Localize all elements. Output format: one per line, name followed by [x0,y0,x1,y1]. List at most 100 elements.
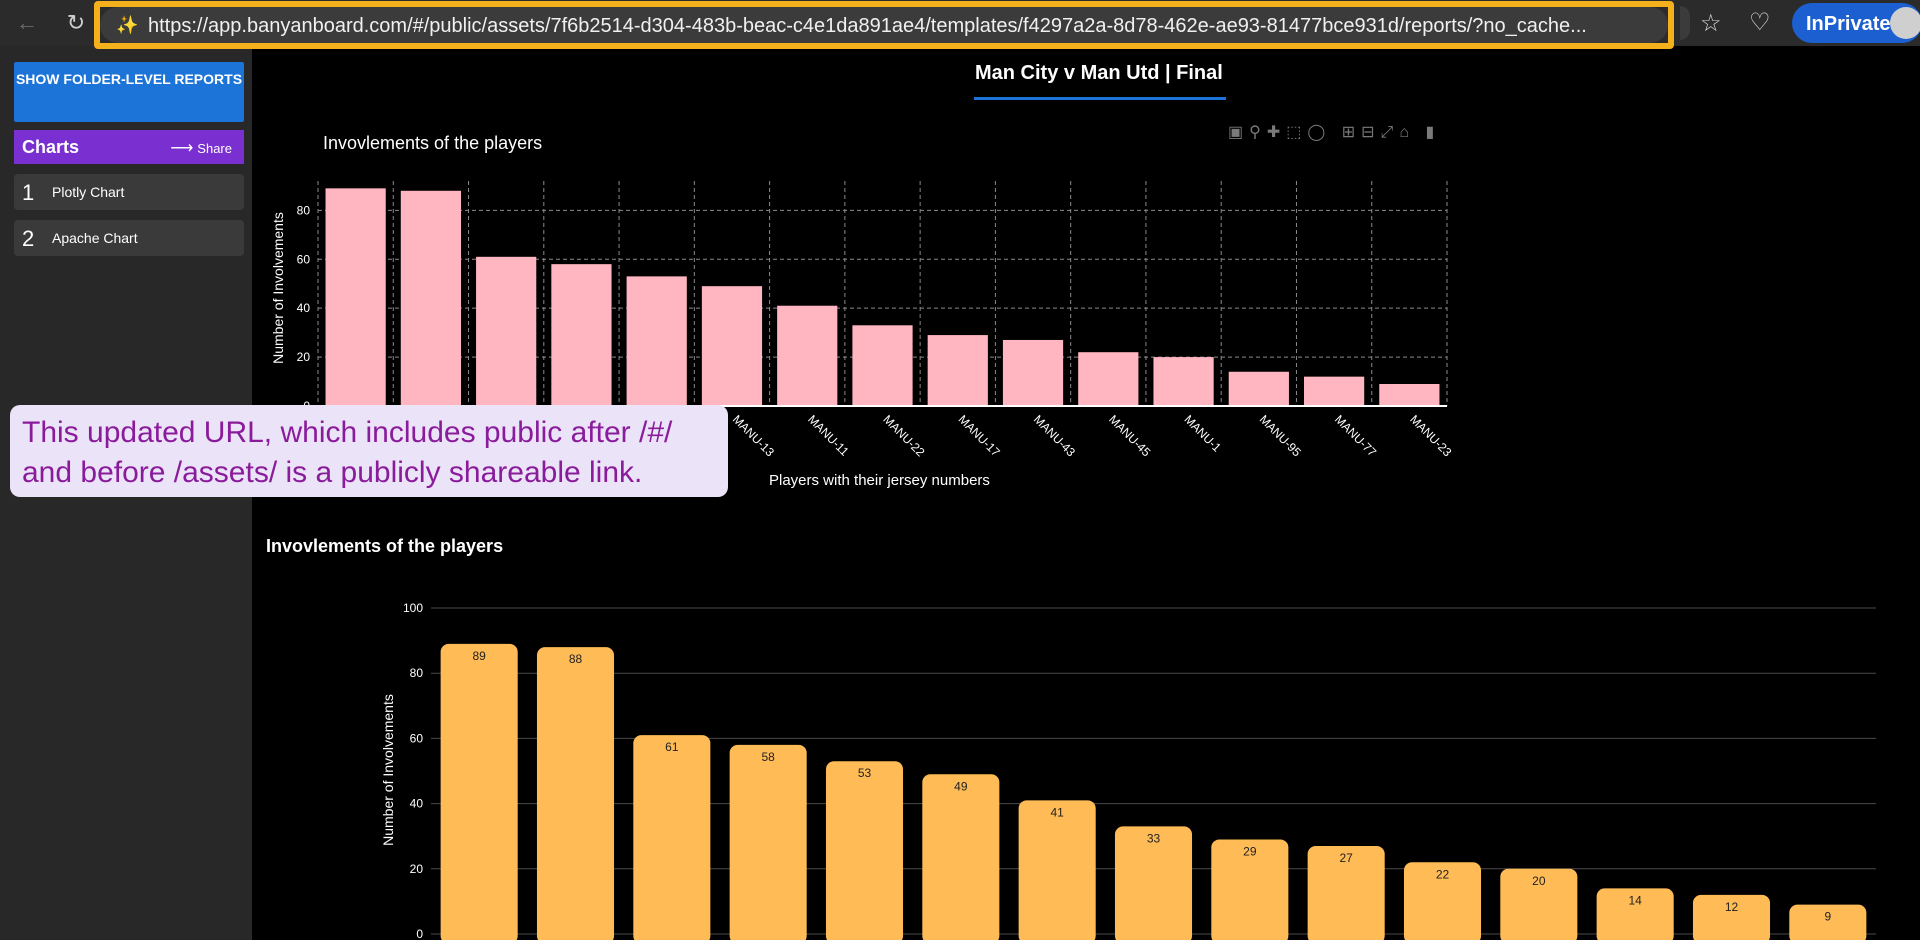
active-tab-indicator [974,97,1226,100]
apache-bar [1500,868,1578,940]
zoom-in-icon[interactable]: ⊞ [1341,124,1362,141]
apache-data-label: 41 [1050,805,1064,819]
share-button[interactable]: ⟶ Share [170,138,232,158]
plotly-bar [1303,376,1365,406]
apache-bar [1789,904,1867,940]
apache-bar [1692,894,1771,940]
address-bar-end [1680,6,1690,40]
plotly-logo-icon[interactable]: ▮ [1425,124,1441,141]
plotly-bar [1379,383,1440,406]
url-text[interactable]: https://app.banyanboard.com/#/public/ass… [148,15,1587,37]
plotly-bar [1153,357,1214,406]
apache-data-label: 9 [1824,910,1831,924]
apache-y-tick-label: 20 [410,862,424,876]
apache-data-label: 22 [1436,867,1450,881]
show-folder-level-reports-button[interactable]: SHOW FOLDER-LEVEL REPORTS [14,62,244,122]
plotly-x-tick-label: MANU-45 [1106,412,1153,459]
plotly-bar [701,286,763,406]
plotly-modebar: ▣⚲✚⬚◯ ⊞⊟⤢⌂ ▮ [1228,122,1440,142]
apache-bar [922,774,1000,940]
plotly-bar [1002,339,1064,406]
plotly-x-tick-label: MANU-22 [880,412,927,459]
apache-data-label: 29 [1243,844,1257,858]
plotly-x-tick-label: MANU-95 [1257,412,1304,459]
apache-bar [1403,862,1482,940]
apache-bar [633,735,711,940]
apache-y-tick-label: 80 [410,666,424,680]
apache-data-label: 53 [858,766,872,780]
plotly-x-tick-label: MANU-11 [805,412,852,459]
box-select-icon[interactable]: ⬚ [1286,124,1308,141]
apache-y-tick-label: 40 [410,797,424,811]
lasso-icon[interactable]: ◯ [1307,124,1332,141]
plotly-y-tick-label: 20 [297,350,311,364]
apache-data-label: 20 [1532,874,1546,888]
charts-header: Charts ⟶ Share [14,130,244,164]
apache-y-tick-label: 0 [416,927,423,940]
apache-data-label: 58 [761,750,775,764]
apache-data-label: 33 [1147,831,1161,845]
apache-y-tick-label: 100 [403,601,423,615]
chart-label: Apache Chart [52,230,138,246]
chart-label: Plotly Chart [52,184,125,200]
avatar [1890,7,1920,39]
plotly-x-axis-label: Players with their jersey numbers [769,472,990,489]
zoom-out-icon[interactable]: ⊟ [1361,124,1381,141]
apache-bar [536,647,615,940]
apache-y-tick-label: 60 [410,731,424,745]
inprivate-label: InPrivate [1806,13,1891,35]
apache-data-label: 89 [472,649,486,663]
chart-number: 2 [22,226,35,251]
apache-data-label: 61 [665,740,679,754]
plotly-y-tick-label: 40 [297,301,311,315]
apache-data-label: 14 [1628,893,1642,907]
apache-bar [825,761,904,940]
reload-icon[interactable]: ↻ [66,10,86,35]
heart-pulse-icon[interactable]: ♡ [1749,9,1771,36]
plotly-x-tick-label: MANU-17 [956,412,1003,459]
plotly-y-tick-label: 80 [297,203,311,217]
zoom-icon[interactable]: ⚲ [1249,124,1267,141]
autoscale-icon[interactable]: ⤢ [1380,124,1400,141]
charts-title: Charts [22,137,80,157]
plotly-chart-title: Invovlements of the players [323,133,543,153]
camera-icon[interactable]: ▣ [1228,124,1250,141]
plotly-bar [400,190,462,406]
plotly-x-tick-label: MANU-43 [1031,412,1078,459]
annotation-callout: This updated URL, which includes public … [10,405,728,497]
plotly-bar [325,188,386,406]
address-bar[interactable]: ✨ https://app.banyanboard.com/#/public/a… [100,7,1668,43]
site-info-icon[interactable]: ✨ [116,15,139,35]
reset-axes-icon[interactable]: ⌂ [1399,124,1416,141]
plotly-bar [777,305,838,406]
apache-bar [1114,826,1193,940]
sidebar-item-apache-chart[interactable]: 2 Apache Chart [14,220,244,256]
plotly-bar [1078,352,1139,406]
sidebar-item-plotly-chart[interactable]: 1 Plotly Chart [14,174,244,210]
apache-bar [1307,845,1385,940]
pan-icon[interactable]: ✚ [1266,124,1287,141]
report-tab-title[interactable]: Man City v Man Utd | Final [975,62,1223,84]
plotly-bar [626,276,687,406]
plotly-bar [852,325,913,406]
apache-data-label: 88 [569,652,583,666]
back-arrow-icon[interactable]: ← [16,10,38,35]
favorites-star-icon[interactable]: ☆ [1700,10,1722,37]
plotly-bar [927,335,988,406]
apache-bar [729,744,807,940]
apache-data-label: 49 [954,779,968,793]
plotly-x-tick-label: MANU-77 [1332,412,1379,459]
plotly-bar [1228,371,1289,406]
url-highlight-box [94,1,1674,49]
apache-data-label: 12 [1725,900,1739,914]
plotly-bar [476,256,537,406]
plotly-x-tick-label: MANU-13 [730,412,777,459]
apache-data-label: 27 [1339,851,1353,865]
chart-number: 1 [22,180,35,205]
apache-bar [440,643,518,940]
apache-bar [1018,800,1096,940]
apache-bar [1211,839,1289,940]
plotly-x-tick-label: MANU-1 [1181,412,1224,455]
inprivate-button[interactable]: InPrivate [1792,3,1920,43]
